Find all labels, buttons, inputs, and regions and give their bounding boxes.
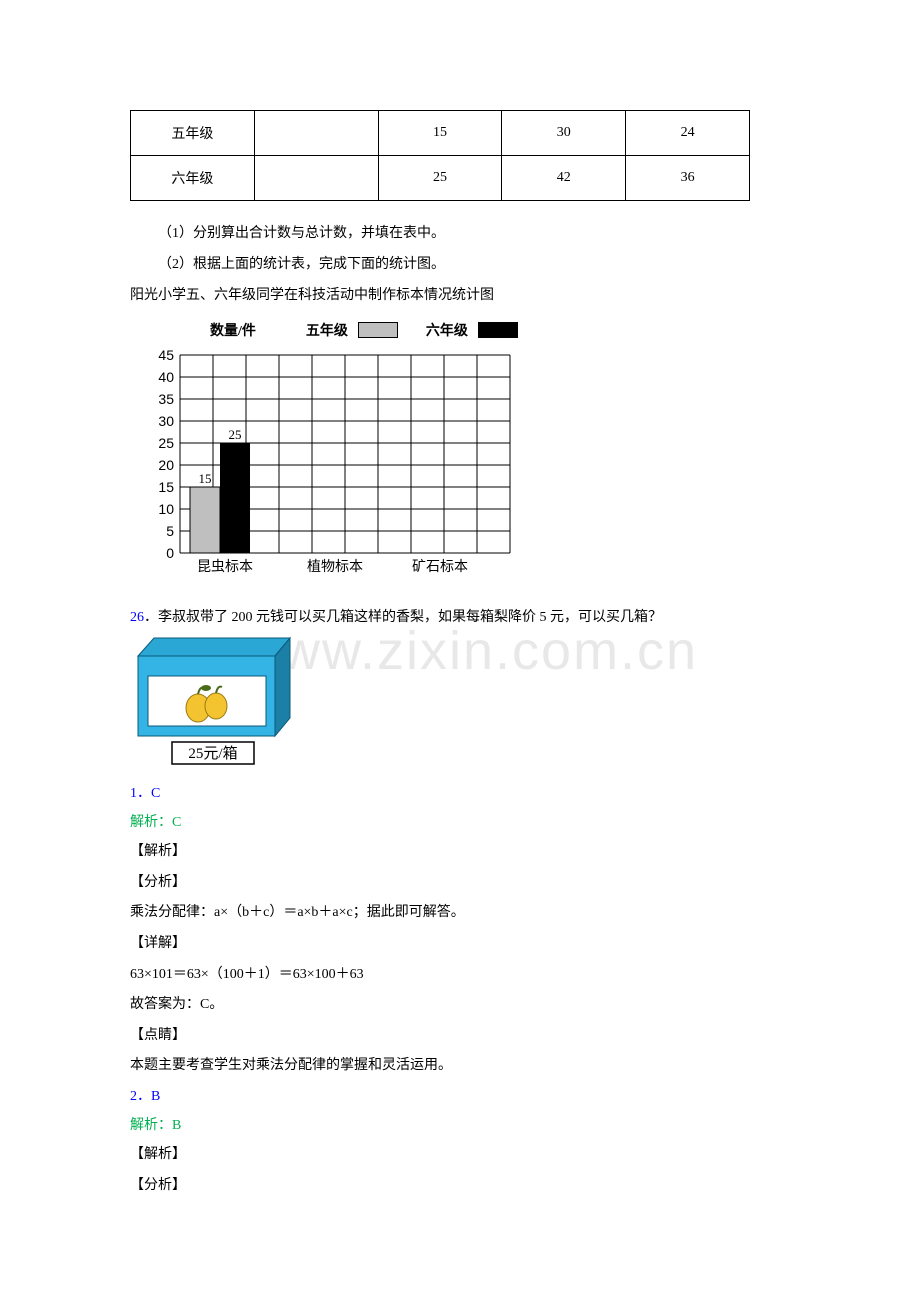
- bar-label-25: 25: [229, 427, 242, 442]
- question-2: （2）根据上面的统计表，完成下面的统计图。: [130, 252, 790, 277]
- answer-section: 故答案为：C。: [130, 992, 790, 1019]
- answer-section: 【分析】: [130, 1173, 790, 1200]
- svg-text:10: 10: [158, 501, 174, 517]
- y-axis-label: 数量/件: [210, 320, 256, 340]
- table-row: 五年级 15 30 24: [131, 111, 750, 156]
- svg-text:25元/箱: 25元/箱: [188, 745, 237, 762]
- bar-grade6-insect: [220, 443, 250, 553]
- cell: 42: [502, 156, 626, 201]
- svg-text:35: 35: [158, 391, 174, 407]
- answer-section: 【分析】: [130, 870, 790, 897]
- question-number: 26: [130, 610, 144, 625]
- svg-text:40: 40: [158, 369, 174, 385]
- answer-2-jiexi: 解析：B: [130, 1113, 790, 1138]
- answer-2-number: 2．B: [130, 1084, 790, 1109]
- answer-section: 乘法分配律：a×（b＋c）＝a×b＋a×c；据此即可解答。: [130, 900, 790, 927]
- svg-text:30: 30: [158, 413, 174, 429]
- x-label-1: 昆虫标本: [197, 559, 253, 575]
- cell: [254, 111, 378, 156]
- bar-label-15: 15: [199, 471, 212, 486]
- pear-box-illustration: 25元/箱: [130, 636, 300, 771]
- legend-swatch-dark: [478, 322, 518, 338]
- chart-title: 阳光小学五、六年级同学在科技活动中制作标本情况统计图: [130, 283, 790, 308]
- x-label-3: 矿石标本: [412, 559, 468, 575]
- table-row: 六年级 25 42 36: [131, 156, 750, 201]
- bar-chart: 数量/件 五年级 六年级: [130, 315, 550, 595]
- chart-svg: 0 5 10 15 20 25 30 35 40 45 15 25 昆虫标本 植…: [130, 343, 550, 593]
- cell: 24: [626, 111, 750, 156]
- row-label: 五年级: [131, 111, 255, 156]
- answer-section: 【详解】: [130, 931, 790, 958]
- answer-section: 【点睛】: [130, 1023, 790, 1050]
- answer-1-number: 1．C: [130, 781, 790, 806]
- cell: 30: [502, 111, 626, 156]
- x-label-2: 植物标本: [307, 559, 363, 575]
- svg-text:15: 15: [158, 479, 174, 495]
- answer-section: 本题主要考查学生对乘法分配律的掌握和灵活运用。: [130, 1053, 790, 1080]
- data-table: 五年级 15 30 24 六年级 25 42 36: [130, 110, 750, 201]
- svg-text:20: 20: [158, 457, 174, 473]
- cell: 15: [378, 111, 502, 156]
- question-1: （1）分别算出合计数与总计数，并填在表中。: [130, 221, 790, 246]
- cell: 25: [378, 156, 502, 201]
- cell: 36: [626, 156, 750, 201]
- answer-1-jiexi: 解析：C: [130, 810, 790, 835]
- legend-swatch-light: [358, 322, 398, 338]
- chart-legend: 数量/件 五年级 六年级: [210, 320, 518, 340]
- answer-section: 63×101＝63×（100＋1）＝63×100＋63: [130, 962, 790, 989]
- cell: [254, 156, 378, 201]
- legend-label-1: 五年级: [306, 320, 348, 340]
- svg-text:5: 5: [166, 523, 174, 539]
- answer-section: 【解析】: [130, 1142, 790, 1169]
- row-label: 六年级: [131, 156, 255, 201]
- question-text: ．李叔叔带了 200 元钱可以买几箱这样的香梨，如果每箱梨降价 5 元，可以买几…: [144, 610, 662, 625]
- question-26: 26．李叔叔带了 200 元钱可以买几箱这样的香梨，如果每箱梨降价 5 元，可以…: [130, 605, 790, 630]
- svg-text:45: 45: [158, 347, 174, 363]
- svg-text:0: 0: [166, 545, 174, 561]
- bar-grade5-insect: [190, 487, 220, 553]
- legend-label-2: 六年级: [426, 320, 468, 340]
- answer-section: 【解析】: [130, 839, 790, 866]
- svg-text:25: 25: [158, 435, 174, 451]
